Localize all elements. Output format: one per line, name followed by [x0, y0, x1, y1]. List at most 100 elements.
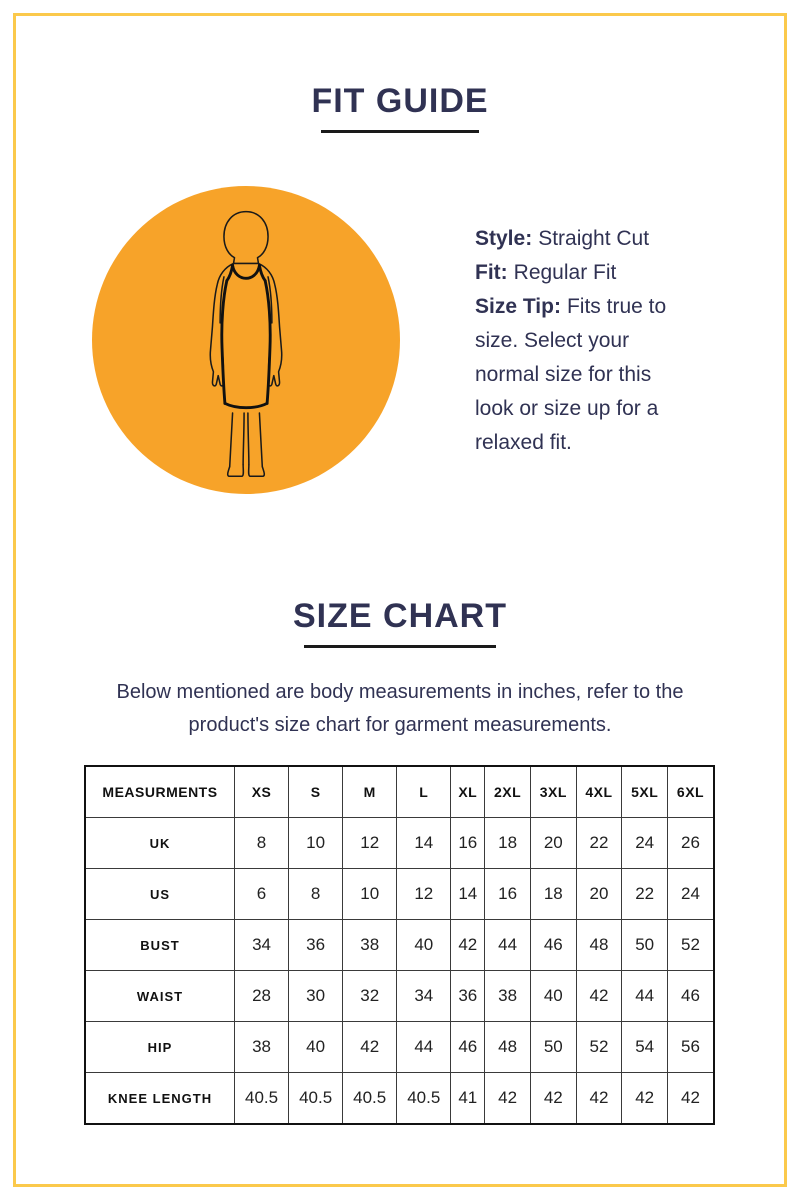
table-cell: 38	[233, 1021, 290, 1073]
table-cell: 40	[396, 919, 452, 971]
table-cell: 42	[575, 1072, 623, 1125]
size-chart-section-title: SIZE CHART	[0, 597, 800, 648]
table-cell: 12	[342, 817, 398, 869]
row-label: BUST	[84, 919, 235, 971]
row-label: US	[84, 868, 235, 920]
table-cell: 10	[342, 868, 398, 920]
table-cell: 44	[484, 919, 531, 971]
header-size: S	[288, 765, 344, 818]
table-row: BUST 34 36 38 40 42 44 46 48 50 52	[84, 919, 715, 971]
size-chart-title-text: SIZE CHART	[293, 597, 507, 635]
table-row: HIP 38 40 42 44 46 48 50 52 54 56	[84, 1021, 715, 1073]
table-cell: 20	[575, 868, 623, 920]
table-cell: 34	[396, 970, 452, 1022]
table-cell: 42	[575, 970, 623, 1022]
header-size: 2XL	[484, 765, 531, 818]
table-cell: 18	[529, 868, 577, 920]
table-cell: 12	[396, 868, 452, 920]
header-size: 5XL	[621, 765, 669, 818]
fit-detail-style: Style: Straight Cut	[475, 222, 693, 256]
table-cell: 38	[342, 919, 398, 971]
fit-detail-size-tip-label: Size Tip:	[475, 295, 561, 318]
table-cell: 40.5	[288, 1072, 344, 1125]
row-label: KNEE LENGTH	[84, 1072, 235, 1125]
table-cell: 14	[450, 868, 486, 920]
table-cell: 26	[667, 817, 715, 869]
table-cell: 10	[288, 817, 344, 869]
table-cell: 34	[233, 919, 290, 971]
table-cell: 22	[621, 868, 669, 920]
table-cell: 44	[396, 1021, 452, 1073]
fit-detail-size-tip: Size Tip: Fits true to size. Select your …	[475, 290, 693, 460]
straight-cut-dress-figure-icon	[209, 210, 283, 478]
table-cell: 52	[667, 919, 715, 971]
table-cell: 56	[667, 1021, 715, 1073]
table-cell: 40	[288, 1021, 344, 1073]
table-cell: 46	[450, 1021, 486, 1073]
table-cell: 40.5	[342, 1072, 398, 1125]
fit-details-block: Style: Straight Cut Fit: Regular Fit Size …	[475, 222, 693, 460]
table-row: WAIST 28 30 32 34 36 38 40 42 44 46	[84, 970, 715, 1022]
table-cell: 36	[288, 919, 344, 971]
header-size: M	[342, 765, 398, 818]
table-cell: 22	[575, 817, 623, 869]
table-cell: 40.5	[233, 1072, 290, 1125]
table-cell: 46	[667, 970, 715, 1022]
table-cell: 20	[529, 817, 577, 869]
title-underline	[304, 645, 496, 648]
table-cell: 44	[621, 970, 669, 1022]
header-size: L	[396, 765, 452, 818]
table-cell: 8	[233, 817, 290, 869]
table-cell: 16	[450, 817, 486, 869]
table-cell: 24	[621, 817, 669, 869]
table-cell: 6	[233, 868, 290, 920]
table-cell: 18	[484, 817, 531, 869]
fit-detail-style-label: Style:	[475, 227, 533, 250]
table-row: US 6 8 10 12 14 16 18 20 22 24	[84, 868, 715, 920]
size-chart-intro-line1: Below mentioned are body measurements in…	[116, 681, 684, 703]
table-row: KNEE LENGTH 40.5 40.5 40.5 40.5 41 42 42 42 42 42	[84, 1072, 715, 1125]
table-cell: 42	[529, 1072, 577, 1125]
header-size: 4XL	[575, 765, 623, 818]
table-cell: 38	[484, 970, 531, 1022]
fit-detail-fit-value: Regular Fit	[513, 261, 617, 284]
fit-guide-section-title: FIT GUIDE	[0, 82, 800, 133]
header-size: XS	[233, 765, 290, 818]
fit-illustration-circle	[92, 186, 400, 494]
row-label: UK	[84, 817, 235, 869]
size-chart-header-row: MEASURMENTS XS S M L XL 2XL 3XL 4XL 5XL 6XL	[84, 765, 715, 818]
title-underline	[321, 130, 479, 133]
table-cell: 8	[288, 868, 344, 920]
table-cell: 30	[288, 970, 344, 1022]
size-chart-intro-line2: product's size chart for garment measure…	[188, 714, 612, 736]
row-label: WAIST	[84, 970, 235, 1022]
table-cell: 40.5	[396, 1072, 452, 1125]
row-label: HIP	[84, 1021, 235, 1073]
size-chart-table: MEASURMENTS XS S M L XL 2XL 3XL 4XL 5XL 6XL UK 8 10 1…	[84, 765, 715, 1125]
table-cell: 42	[667, 1072, 715, 1125]
size-chart-intro: Below mentioned are body measurements in…	[70, 676, 730, 742]
table-cell: 41	[450, 1072, 486, 1125]
header-size: XL	[450, 765, 486, 818]
table-cell: 42	[484, 1072, 531, 1125]
table-cell: 28	[233, 970, 290, 1022]
table-row: UK 8 10 12 14 16 18 20 22 24 26	[84, 817, 715, 869]
table-cell: 40	[529, 970, 577, 1022]
fit-detail-fit: Fit: Regular Fit	[475, 256, 693, 290]
table-cell: 48	[575, 919, 623, 971]
header-measurements: MEASURMENTS	[84, 765, 235, 818]
table-cell: 32	[342, 970, 398, 1022]
fit-detail-fit-label: Fit:	[475, 261, 508, 284]
table-cell: 36	[450, 970, 486, 1022]
table-cell: 48	[484, 1021, 531, 1073]
table-cell: 46	[529, 919, 577, 971]
fit-detail-style-value: Straight Cut	[538, 227, 650, 250]
fit-detail-size-tip-value: Fits true to size. Select your normal si…	[475, 295, 667, 454]
table-cell: 42	[450, 919, 486, 971]
table-cell: 14	[396, 817, 452, 869]
fit-guide-title-text: FIT GUIDE	[311, 82, 489, 120]
table-cell: 24	[667, 868, 715, 920]
header-size: 6XL	[667, 765, 715, 818]
header-size: 3XL	[529, 765, 577, 818]
